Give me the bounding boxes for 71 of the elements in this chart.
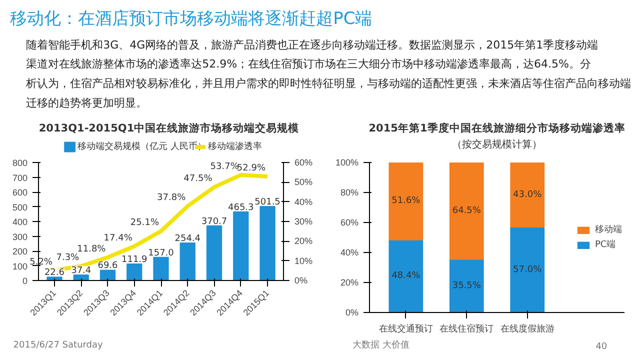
bar [100, 270, 116, 280]
text: 40 [596, 342, 608, 352]
text: 大数据 大价值 [352, 340, 410, 350]
x-tick-label: 在线交通预订 [378, 324, 433, 334]
y2-tick-label: 40% [294, 196, 313, 207]
text: 2015/6/27 Saturday [13, 340, 104, 350]
y2-tick-label: 20% [294, 236, 313, 246]
y-tick-label: 300 [12, 232, 28, 242]
data-label: 7.3% [56, 253, 80, 264]
bar [260, 206, 276, 280]
bar [206, 225, 222, 280]
y-tick-label: 40% [340, 248, 358, 258]
chart-title: 2013Q1-2015Q1中国在线旅游市场移动端交易规模 [38, 121, 300, 134]
data-label: 69.6 [98, 261, 118, 272]
bar [46, 276, 62, 280]
y-tick-label: 20% [340, 278, 358, 288]
legend-label: 移动端 [595, 224, 622, 236]
legend-label: 移动端渗透率 [208, 141, 262, 152]
y-tick-label: 0% [345, 308, 359, 318]
bar [449, 162, 484, 260]
data-label: 35.5% [452, 280, 482, 291]
data-label: 501.5 [254, 198, 280, 208]
y-tick-label: 400 [12, 217, 28, 227]
bar [510, 162, 545, 228]
bar [233, 211, 249, 280]
bar [449, 258, 484, 312]
y-tick-label: 200 [12, 246, 28, 256]
chart-subtitle: （按交易规模计算） [452, 138, 542, 150]
y2-tick-label: 0% [294, 276, 308, 286]
y-tick-label: 500 [12, 202, 28, 212]
data-label: 51.6% [392, 196, 421, 206]
data-label: 37.8% [157, 193, 186, 204]
text: 随着智能手机和3G、4G网络的普及，旅游产品消费也正在逐步向移动端迁移。数据监测显示，2015年第1季度移动端渠道对在线旅游整体市场的渗透率达52.9%；在线住宿预订市场在三大细分市场中移动端渗透率最高，达64.5%。分析认为，住宿产品相对较易标准化，并且用户需求的即时性特征明显，与移动端的适配性更强，未来酒店等住宿产品向移动端迁移的趋势将更加明显。 [25, 38, 632, 110]
x-tick-label: 在线度假旅游 [500, 324, 554, 334]
bar [388, 239, 424, 312]
data-label: 64.5% [452, 206, 482, 216]
bar [180, 242, 196, 280]
data-label: 47.5% [184, 174, 213, 184]
data-label: 254.4 [174, 234, 201, 244]
y-tick-label: 80% [340, 188, 358, 198]
data-label: 17.4% [104, 233, 133, 244]
y2-tick-label: 50% [294, 177, 313, 188]
y-tick-label: 0 [22, 276, 28, 286]
y-tick-label: 800 [12, 158, 28, 168]
bar [510, 226, 545, 312]
data-label: 52.9% [236, 163, 266, 174]
data-label: 37.4 [71, 266, 92, 276]
y-tick-label: 100 [12, 261, 28, 272]
data-label: 43.0% [513, 190, 542, 200]
y-tick-label: 60% [340, 218, 358, 228]
y2-tick-label: 60% [294, 158, 313, 168]
data-label: 370.7 [201, 216, 228, 227]
bar [388, 162, 424, 240]
data-label: 157.0 [148, 248, 174, 258]
y2-tick-label: 30% [294, 216, 313, 226]
data-label: 57.0% [513, 264, 542, 275]
text: 移动化：在酒店预订市场移动端将逐渐赶超PC端 [10, 8, 372, 29]
legend-label: PC端 [595, 238, 616, 251]
bar [153, 256, 169, 280]
data-label: 48.4% [392, 271, 421, 282]
bar [73, 274, 89, 280]
data-label: 11.8% [77, 244, 106, 254]
data-label: 465.3 [228, 202, 254, 213]
x-tick-label: 在线住宿预订 [440, 324, 494, 334]
y-tick-label: 700 [12, 172, 28, 183]
data-label: 25.1% [130, 218, 160, 228]
y-tick-label: 100% [335, 158, 359, 168]
bar [126, 263, 142, 280]
y-tick-label: 600 [12, 188, 28, 198]
y2-tick-label: 10% [294, 256, 313, 266]
data-label: 111.9 [121, 254, 148, 265]
